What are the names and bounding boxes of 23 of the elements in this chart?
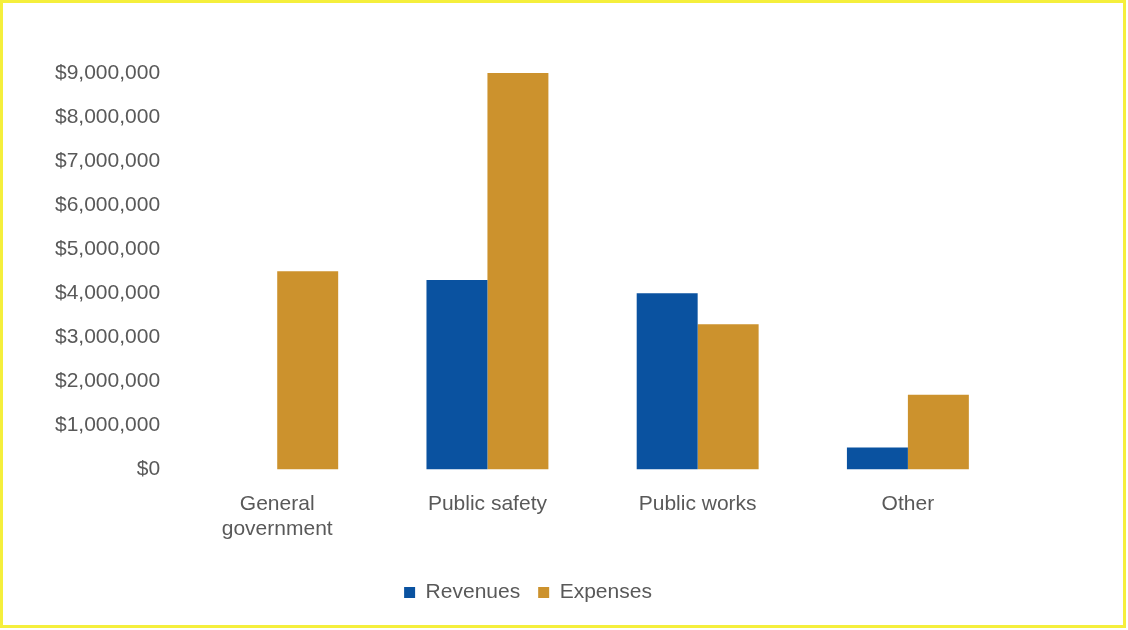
y-tick-label: $4,000,000 (54, 280, 161, 304)
x-tick-label: Public works (638, 491, 757, 514)
y-tick-label: $3,000,000 (54, 324, 161, 348)
bar (846, 447, 908, 470)
y-tick-label: $0 (136, 456, 161, 480)
bar (907, 394, 969, 470)
y-tick-label: $8,000,000 (54, 103, 161, 127)
bar (426, 280, 488, 470)
bar (487, 73, 549, 470)
legend-label: Expenses (559, 579, 652, 603)
y-tick-label: $2,000,000 (54, 368, 161, 392)
y-tick-label: $1,000,000 (54, 412, 161, 436)
y-tick-label: $7,000,000 (54, 147, 161, 171)
y-tick-label: $6,000,000 (54, 192, 161, 215)
x-tick-label: Public safety (427, 491, 548, 514)
bar (636, 293, 698, 470)
bar (277, 271, 339, 470)
x-tick-label: General government (221, 491, 333, 540)
y-tick-label: $5,000,000 (54, 236, 161, 260)
legend-label: Revenues (425, 579, 521, 603)
y-tick-label: $9,000,000 (54, 59, 161, 83)
x-tick-label: Other (881, 491, 935, 514)
bar (697, 324, 759, 470)
